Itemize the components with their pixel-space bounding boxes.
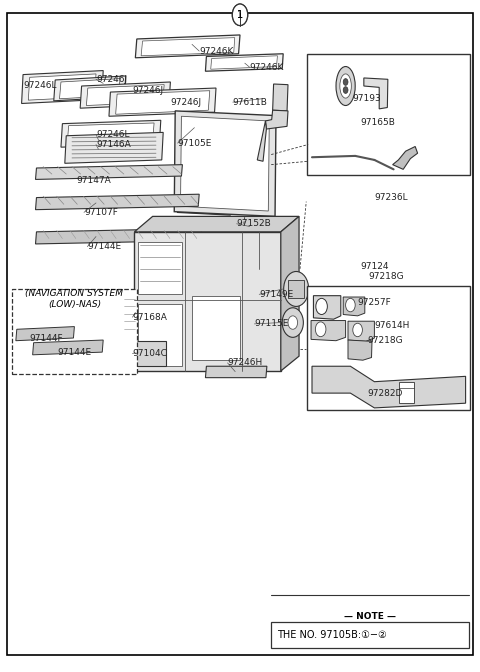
Text: 97146A: 97146A [96, 140, 131, 149]
Polygon shape [80, 82, 170, 108]
Text: 97257F: 97257F [358, 298, 391, 307]
Circle shape [346, 298, 355, 312]
Polygon shape [124, 296, 135, 336]
Polygon shape [311, 321, 346, 341]
Polygon shape [116, 91, 210, 114]
Text: 97282D: 97282D [368, 388, 403, 398]
Bar [12, 289, 137, 374]
Polygon shape [178, 114, 230, 215]
Text: 97115E: 97115E [254, 319, 289, 329]
Text: 97246L: 97246L [96, 130, 130, 139]
Polygon shape [205, 366, 267, 378]
Polygon shape [281, 216, 299, 371]
Text: 97218G: 97218G [368, 335, 403, 345]
Polygon shape [211, 56, 277, 69]
Text: (NAVIGATION SYSTEM
(LOW)-NAS): (NAVIGATION SYSTEM (LOW)-NAS) [25, 290, 123, 308]
Text: 97246H: 97246H [228, 358, 263, 368]
Polygon shape [343, 297, 365, 316]
Circle shape [232, 4, 248, 26]
Polygon shape [33, 340, 103, 355]
Bar [307, 54, 470, 175]
Polygon shape [135, 35, 240, 58]
Text: 97124: 97124 [360, 261, 388, 271]
Polygon shape [36, 194, 199, 210]
Text: 97246L: 97246L [23, 81, 57, 90]
Polygon shape [28, 74, 96, 100]
Polygon shape [141, 38, 235, 56]
Circle shape [316, 298, 327, 314]
Bar [307, 286, 470, 410]
Text: 97149E: 97149E [259, 290, 293, 299]
Polygon shape [109, 88, 216, 116]
Polygon shape [36, 165, 182, 179]
Polygon shape [54, 76, 126, 101]
Text: 97246J: 97246J [170, 97, 202, 107]
Polygon shape [22, 71, 103, 103]
Text: 97246K: 97246K [250, 62, 284, 72]
Polygon shape [180, 116, 269, 211]
Text: 97105E: 97105E [178, 138, 212, 148]
Text: 97611B: 97611B [233, 97, 268, 107]
Text: 1: 1 [237, 10, 243, 19]
Circle shape [315, 322, 326, 337]
Polygon shape [61, 120, 161, 147]
Polygon shape [60, 79, 120, 99]
Polygon shape [67, 123, 154, 144]
Ellipse shape [340, 74, 351, 98]
Text: 97152B: 97152B [237, 219, 271, 228]
Circle shape [343, 87, 348, 93]
Text: 97168A: 97168A [132, 312, 168, 322]
Circle shape [353, 323, 362, 337]
Text: 97107F: 97107F [84, 208, 118, 217]
Text: 97147A: 97147A [77, 175, 111, 185]
Polygon shape [348, 340, 372, 360]
Polygon shape [393, 146, 418, 169]
Polygon shape [312, 366, 466, 408]
Polygon shape [257, 121, 266, 161]
Polygon shape [16, 327, 74, 341]
Text: 1: 1 [237, 10, 243, 19]
Polygon shape [313, 296, 341, 319]
Circle shape [282, 308, 303, 337]
Circle shape [284, 271, 309, 306]
Text: 97246J: 97246J [96, 75, 127, 84]
Polygon shape [348, 321, 374, 341]
Circle shape [288, 316, 298, 329]
Bar [288, 280, 304, 298]
Circle shape [290, 281, 302, 297]
Text: 97144E: 97144E [58, 347, 92, 357]
Polygon shape [205, 54, 283, 71]
Polygon shape [138, 242, 182, 294]
Bar [271, 622, 469, 648]
Text: THE NO. 97105B:①−②: THE NO. 97105B:①−② [277, 630, 387, 640]
Text: 97104C: 97104C [132, 349, 168, 358]
Polygon shape [65, 132, 163, 163]
Polygon shape [138, 304, 182, 366]
Text: 97236L: 97236L [374, 193, 408, 202]
Polygon shape [182, 120, 226, 210]
Polygon shape [174, 111, 276, 216]
Text: 97614H: 97614H [374, 321, 410, 330]
Text: 97193: 97193 [353, 94, 382, 103]
Text: 97165B: 97165B [360, 118, 395, 127]
Polygon shape [265, 110, 288, 129]
Polygon shape [399, 382, 414, 403]
Polygon shape [124, 341, 166, 366]
Polygon shape [364, 78, 388, 109]
Polygon shape [192, 296, 240, 360]
Text: 97246K: 97246K [199, 46, 234, 56]
Text: 97144E: 97144E [87, 242, 121, 251]
Text: — NOTE —: — NOTE — [344, 612, 396, 621]
Polygon shape [273, 84, 288, 111]
Polygon shape [134, 216, 299, 232]
Circle shape [343, 79, 348, 85]
Circle shape [232, 4, 248, 26]
Text: 97246J: 97246J [132, 85, 163, 95]
Text: 97218G: 97218G [369, 272, 404, 282]
Polygon shape [134, 232, 281, 371]
Ellipse shape [336, 67, 355, 106]
Polygon shape [86, 85, 164, 106]
Polygon shape [36, 228, 202, 244]
Text: 97144F: 97144F [30, 333, 63, 343]
